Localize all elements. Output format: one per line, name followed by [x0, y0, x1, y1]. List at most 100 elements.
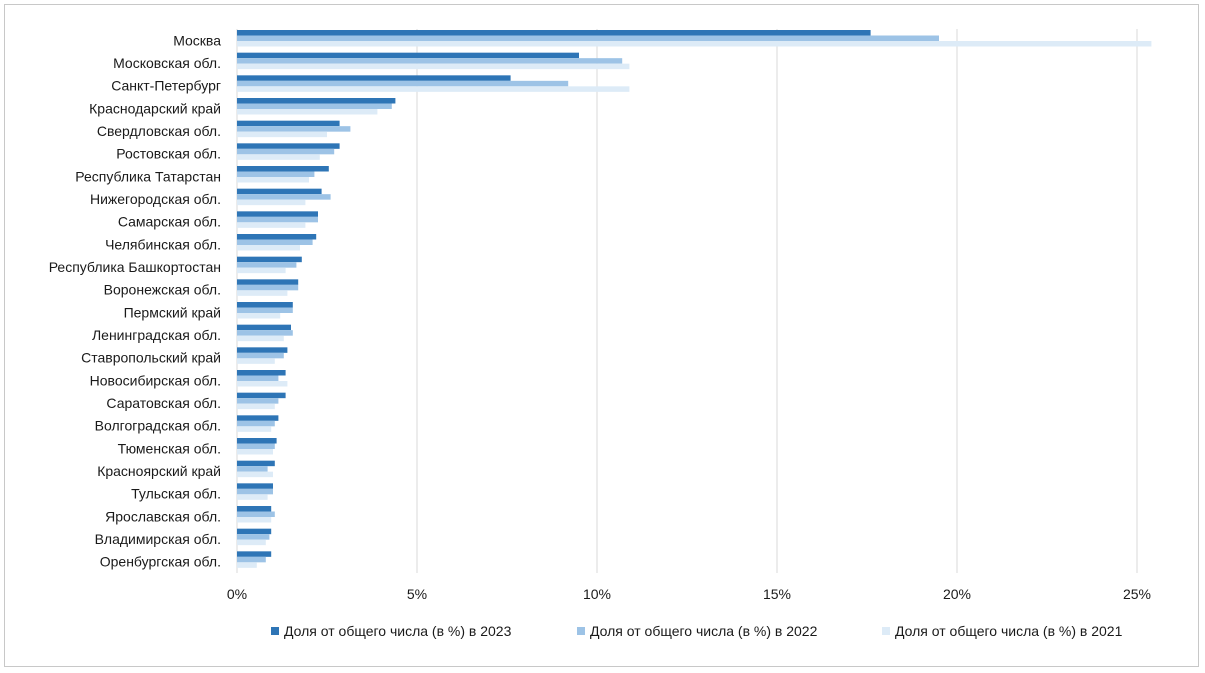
category-label: Свердловская обл. — [97, 123, 221, 139]
category-label: Новосибирская обл. — [90, 372, 221, 388]
bar-8-series-0 — [237, 211, 318, 217]
bar-19-series-0 — [237, 460, 275, 467]
bar-0-series-1 — [237, 35, 939, 41]
bars — [237, 30, 1152, 568]
bar-23-series-2 — [237, 562, 257, 568]
bar-9-series-1 — [237, 239, 313, 245]
bar-10-series-1 — [237, 262, 297, 268]
bar-7-series-1 — [237, 194, 331, 200]
category-label: Республика Татарстан — [75, 168, 221, 184]
bar-23-series-1 — [237, 556, 266, 563]
bar-15-series-1 — [237, 375, 279, 381]
category-label: Ставропольский край — [81, 350, 221, 366]
bar-20-series-1 — [237, 488, 273, 495]
bar-6-series-0 — [237, 166, 329, 172]
bar-9-series-0 — [237, 234, 317, 240]
category-label: Республика Башкортостан — [49, 259, 221, 275]
bar-8-series-1 — [237, 216, 318, 223]
legend-label: Доля от общего числа (в %) в 2023 — [284, 623, 512, 639]
bar-17-series-2 — [237, 426, 272, 432]
x-tick-label: 15% — [763, 586, 791, 602]
bar-17-series-0 — [237, 415, 279, 421]
bar-7-series-2 — [237, 199, 306, 206]
bar-13-series-2 — [237, 335, 284, 342]
category-label: Ярославская обл. — [105, 508, 221, 524]
bar-15-series-0 — [237, 370, 286, 376]
bar-1-series-2 — [237, 63, 630, 70]
category-label: Пермский край — [124, 304, 221, 320]
bar-11-series-0 — [237, 279, 299, 285]
bar-5-series-1 — [237, 148, 335, 155]
bar-0-series-2 — [237, 41, 1152, 47]
x-tick-label: 0% — [227, 586, 247, 602]
bar-21-series-2 — [237, 517, 272, 523]
bar-21-series-1 — [237, 511, 275, 517]
bar-6-series-1 — [237, 171, 315, 177]
category-label: Тульская обл. — [131, 486, 221, 502]
bar-2-series-0 — [237, 75, 511, 81]
bar-1-series-0 — [237, 52, 579, 59]
bar-10-series-2 — [237, 267, 286, 274]
legend-swatch-0 — [271, 627, 279, 635]
bar-16-series-1 — [237, 398, 279, 404]
bar-chart: Москва Московская обл. Санкт-Петербург Крас… — [49, 29, 1152, 639]
bar-8-series-2 — [237, 222, 306, 228]
bar-17-series-1 — [237, 420, 275, 427]
bar-10-series-0 — [237, 256, 302, 263]
category-label: Московская обл. — [113, 55, 221, 71]
bar-12-series-1 — [237, 307, 293, 313]
category-label: Волгоградская обл. — [95, 418, 221, 434]
x-tick-label: 25% — [1123, 586, 1151, 602]
bar-22-series-2 — [237, 539, 266, 546]
bar-19-series-2 — [237, 471, 273, 478]
bar-20-series-2 — [237, 494, 268, 500]
bar-14-series-0 — [237, 347, 288, 353]
bar-23-series-0 — [237, 551, 272, 557]
legend: Доля от общего числа (в %) в 2023 Доля от… — [271, 623, 1123, 639]
x-tick-label: 10% — [583, 586, 611, 602]
bar-3-series-0 — [237, 98, 396, 104]
bar-14-series-1 — [237, 352, 284, 359]
bar-3-series-1 — [237, 103, 392, 109]
category-label: Воронежская обл. — [104, 282, 221, 298]
bar-19-series-1 — [237, 466, 268, 472]
legend-label: Доля от общего числа (в %) в 2022 — [590, 623, 818, 639]
category-label: Санкт-Петербург — [111, 78, 221, 94]
x-tick-labels: 0% 5% 10% 15% 20% 25% — [227, 586, 1151, 602]
bar-16-series-2 — [237, 403, 275, 410]
bar-5-series-0 — [237, 143, 340, 149]
bar-18-series-0 — [237, 438, 277, 444]
bar-20-series-0 — [237, 483, 273, 489]
category-label: Ростовская обл. — [116, 146, 221, 162]
bar-1-series-1 — [237, 58, 623, 64]
bar-2-series-2 — [237, 86, 630, 92]
category-label: Краснодарский край — [89, 100, 221, 116]
bar-4-series-1 — [237, 126, 351, 132]
bar-0-series-0 — [237, 30, 871, 36]
bar-18-series-1 — [237, 443, 275, 449]
category-label: Владимирская обл. — [95, 531, 221, 547]
bar-2-series-1 — [237, 80, 569, 87]
bar-14-series-2 — [237, 358, 275, 364]
bar-4-series-2 — [237, 131, 327, 138]
category-label: Красноярский край — [97, 463, 221, 479]
category-label: Саратовская обл. — [106, 395, 221, 411]
bar-5-series-2 — [237, 154, 320, 160]
bar-22-series-1 — [237, 534, 270, 540]
category-label: Нижегородская обл. — [90, 191, 221, 207]
gridlines — [236, 29, 1138, 573]
legend-swatch-2 — [882, 627, 890, 635]
category-label: Челябинская обл. — [105, 236, 221, 252]
bar-13-series-0 — [237, 324, 291, 331]
chart-frame: Москва Московская обл. Санкт-Петербург Крас… — [4, 4, 1199, 667]
bar-16-series-0 — [237, 392, 286, 399]
bar-3-series-2 — [237, 109, 378, 115]
x-tick-label: 5% — [407, 586, 427, 602]
bar-12-series-2 — [237, 313, 281, 319]
bar-11-series-1 — [237, 284, 299, 291]
category-label: Самарская обл. — [118, 214, 221, 230]
x-tick-label: 20% — [943, 586, 971, 602]
bar-4-series-0 — [237, 120, 340, 127]
bar-9-series-2 — [237, 245, 300, 251]
bar-12-series-0 — [237, 302, 293, 308]
